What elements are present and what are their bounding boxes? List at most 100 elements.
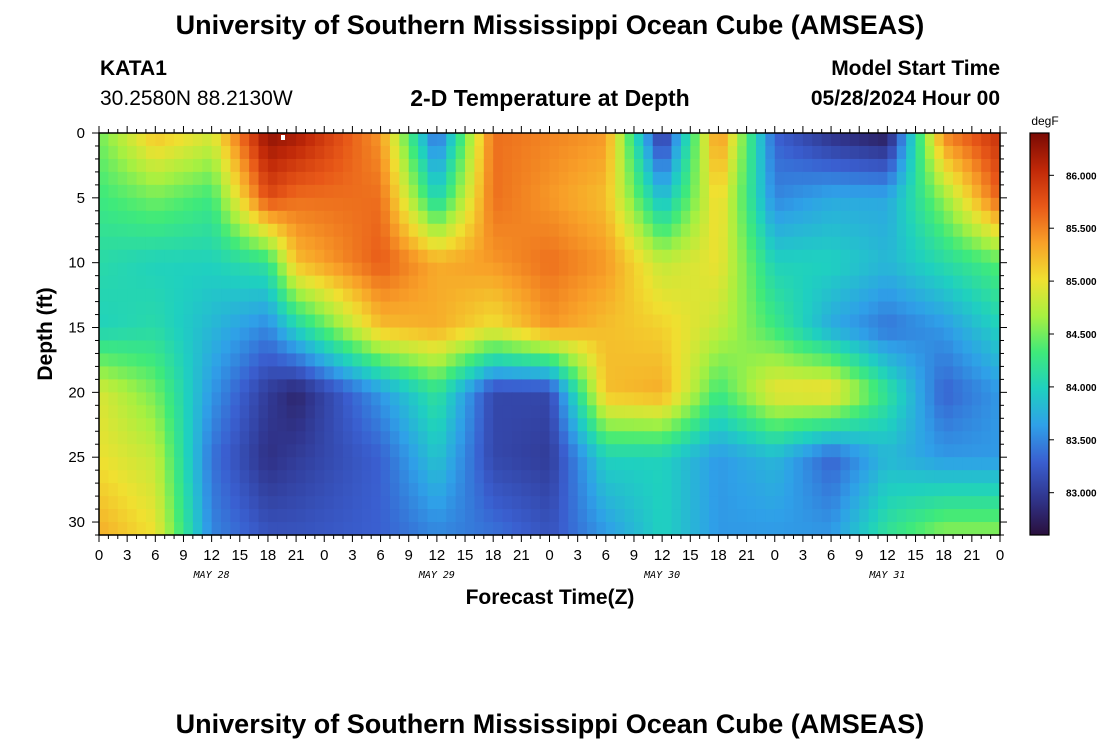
heatmap-cell xyxy=(324,197,335,212)
heatmap-cell xyxy=(793,431,804,445)
heatmap-cell xyxy=(324,275,335,290)
heatmap-cell xyxy=(446,431,457,445)
heatmap-cell xyxy=(793,392,804,406)
heatmap-cell xyxy=(155,249,166,264)
heatmap-cell xyxy=(493,457,504,471)
heatmap-cell xyxy=(924,236,935,251)
heatmap-cell xyxy=(943,288,954,303)
heatmap-cell xyxy=(352,210,363,225)
heatmap-cell xyxy=(333,353,344,368)
heatmap-cell xyxy=(755,145,766,160)
heatmap-cell xyxy=(709,145,720,160)
heatmap-cell xyxy=(624,262,635,277)
heatmap-cell xyxy=(962,223,973,238)
heatmap-cell xyxy=(737,444,748,458)
heatmap-cell xyxy=(587,470,598,484)
heatmap-cell xyxy=(877,340,888,355)
heatmap-cell xyxy=(474,184,485,199)
heatmap-cell xyxy=(737,184,748,199)
heatmap-cell xyxy=(249,327,260,342)
heatmap-cell xyxy=(202,171,213,186)
heatmap-cell xyxy=(427,470,438,484)
heatmap-cell xyxy=(671,184,682,199)
heatmap-cell xyxy=(305,340,316,355)
heatmap-cell xyxy=(474,171,485,186)
heatmap-cell xyxy=(521,444,532,458)
heatmap-cell xyxy=(258,133,269,147)
heatmap-cell xyxy=(821,470,832,484)
heatmap-cell xyxy=(117,366,128,380)
heatmap-cell xyxy=(859,145,870,160)
heatmap-cell xyxy=(502,509,513,523)
heatmap-cell xyxy=(99,457,109,471)
heatmap-cell xyxy=(849,197,860,212)
heatmap-cell xyxy=(183,444,194,458)
heatmap-cell xyxy=(427,483,438,497)
heatmap-cell xyxy=(727,509,738,523)
heatmap-cell xyxy=(962,418,973,432)
heatmap-cell xyxy=(924,509,935,523)
heatmap-cell xyxy=(680,171,691,186)
heatmap-cell xyxy=(305,301,316,316)
heatmap-cell xyxy=(277,340,288,355)
heatmap-cell xyxy=(183,509,194,523)
heatmap-cell xyxy=(343,522,354,536)
heatmap-cell xyxy=(549,133,560,147)
heatmap-cell xyxy=(812,184,823,199)
heatmap-cell xyxy=(399,314,410,329)
heatmap-cell xyxy=(418,353,429,368)
heatmap-cell xyxy=(840,418,851,432)
heatmap-cell xyxy=(436,522,447,536)
heatmap-cell xyxy=(155,327,166,342)
heatmap-cell xyxy=(793,379,804,393)
heatmap-cell xyxy=(877,145,888,160)
heatmap-cell xyxy=(605,262,616,277)
heatmap-cell xyxy=(662,483,673,497)
heatmap-cell xyxy=(230,379,241,393)
heatmap-cell xyxy=(709,184,720,199)
heatmap-cell xyxy=(117,262,128,277)
heatmap-cell xyxy=(324,340,335,355)
heatmap-cell xyxy=(718,314,729,329)
heatmap-cell xyxy=(361,483,372,497)
heatmap-cell xyxy=(530,314,541,329)
heatmap-cell xyxy=(446,197,457,212)
x-tick-label: 0 xyxy=(545,547,553,564)
heatmap-cell xyxy=(155,158,166,173)
heatmap-cell xyxy=(352,288,363,303)
heatmap-cell xyxy=(774,522,785,536)
heatmap-cell xyxy=(652,418,663,432)
heatmap-cell xyxy=(493,133,504,147)
heatmap-cell xyxy=(662,301,673,316)
heatmap-cell xyxy=(877,444,888,458)
heatmap-cell xyxy=(540,236,551,251)
heatmap-cell xyxy=(737,496,748,510)
heatmap-cell xyxy=(286,392,297,406)
heatmap-cell xyxy=(821,379,832,393)
heatmap-cell xyxy=(249,223,260,238)
heatmap-cell xyxy=(145,327,156,342)
heatmap-cell xyxy=(483,288,494,303)
heatmap-cell xyxy=(258,457,269,471)
heatmap-cell xyxy=(596,223,607,238)
heatmap-cell xyxy=(990,405,1001,419)
heatmap-cell xyxy=(549,197,560,212)
heatmap-cell xyxy=(802,301,813,316)
heatmap-cell xyxy=(812,405,823,419)
heatmap-cell xyxy=(652,171,663,186)
heatmap-cell xyxy=(380,457,391,471)
heatmap-cell xyxy=(455,197,466,212)
heatmap-cell xyxy=(511,236,522,251)
heatmap-cell xyxy=(727,184,738,199)
heatmap-cell xyxy=(981,262,992,277)
heatmap-cell xyxy=(455,133,466,147)
heatmap-cell xyxy=(333,327,344,342)
heatmap-cell xyxy=(352,470,363,484)
heatmap-cell xyxy=(896,288,907,303)
heatmap-cell xyxy=(765,353,776,368)
heatmap-cell xyxy=(915,509,926,523)
heatmap-cell xyxy=(202,133,213,147)
heatmap-cell xyxy=(530,223,541,238)
heatmap-cell xyxy=(511,444,522,458)
heatmap-cell xyxy=(643,522,654,536)
